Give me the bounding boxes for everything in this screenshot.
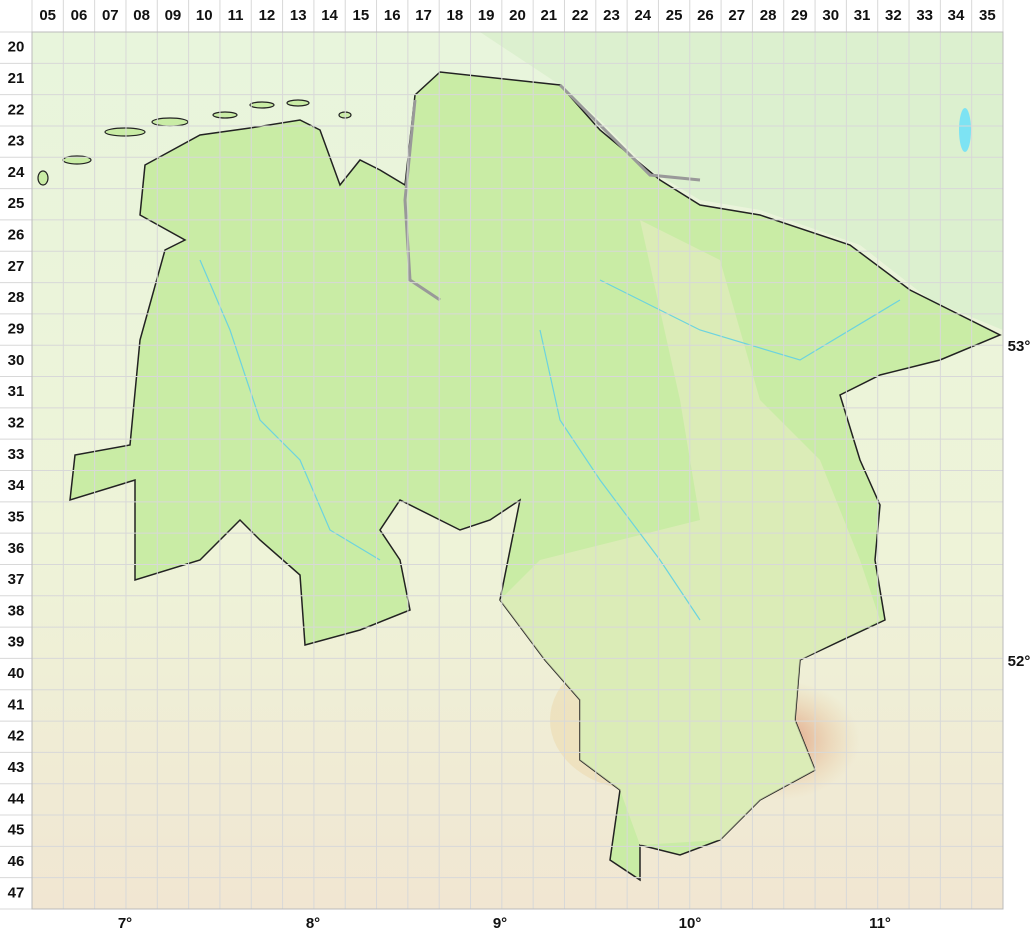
column-label: 24 [634,7,651,24]
row-label: 27 [8,258,25,275]
column-label: 19 [478,7,495,24]
row-label: 28 [8,289,25,306]
column-label: 09 [165,7,182,24]
row-label: 24 [8,164,25,181]
row-label: 20 [8,39,25,56]
grid-labels: 05 06 07 08 09 10 11 12 13 14 15 16 17 18 19 20 21 22 23 24… [8,7,1031,932]
latitude-label: 52° [1008,653,1031,670]
column-label: 25 [666,7,683,24]
column-label: 32 [885,7,902,24]
column-label: 05 [39,7,56,24]
row-label: 36 [8,540,25,557]
column-label: 33 [916,7,933,24]
column-label: 21 [540,7,557,24]
column-label: 08 [133,7,150,24]
column-label: 23 [603,7,620,24]
column-label: 28 [760,7,777,24]
row-label: 41 [8,696,25,713]
column-label: 30 [822,7,839,24]
column-label: 31 [854,7,871,24]
islands [37,99,352,186]
row-label: 42 [8,728,25,745]
column-label: 17 [415,7,432,24]
longitude-label: 8° [306,915,320,932]
row-label: 31 [8,383,25,400]
column-label: 10 [196,7,213,24]
column-label: 26 [697,7,714,24]
longitude-label: 9° [493,915,507,932]
row-label: 45 [8,822,25,839]
column-label: 35 [979,7,996,24]
row-label: 25 [8,195,25,212]
row-label: 26 [8,227,25,244]
lake [959,108,971,152]
column-label: 16 [384,7,401,24]
row-label: 23 [8,133,25,150]
column-label: 27 [728,7,745,24]
row-label: 46 [8,853,25,870]
column-label: 34 [948,7,965,24]
column-label: 12 [259,7,276,24]
row-label: 22 [8,101,25,118]
column-label: 13 [290,7,307,24]
row-label: 35 [8,508,25,525]
column-label: 18 [447,7,464,24]
row-label: 39 [8,634,25,651]
column-label: 15 [353,7,370,24]
row-label: 47 [8,884,25,901]
column-label: 22 [572,7,589,24]
column-label: 29 [791,7,808,24]
grid-lines [0,0,1004,910]
row-label: 34 [8,477,25,494]
row-label: 30 [8,352,25,369]
row-label: 43 [8,759,25,776]
latitude-label: 53° [1008,338,1031,355]
row-label: 32 [8,414,25,431]
column-label: 07 [102,7,119,24]
row-label: 38 [8,602,25,619]
row-label: 37 [8,571,25,588]
row-label: 33 [8,446,25,463]
column-label: 06 [71,7,88,24]
column-label: 20 [509,7,526,24]
longitude-label: 7° [118,915,132,932]
row-label: 40 [8,665,25,682]
row-label: 29 [8,321,25,338]
outer-region [480,32,1003,330]
column-label: 14 [321,7,338,24]
longitude-label: 11° [869,915,891,932]
map-frame [31,31,1004,910]
row-label: 21 [8,70,25,87]
longitude-label: 10° [679,915,702,932]
elbe [558,83,701,182]
row-label: 44 [8,790,25,807]
column-label: 11 [228,7,244,24]
